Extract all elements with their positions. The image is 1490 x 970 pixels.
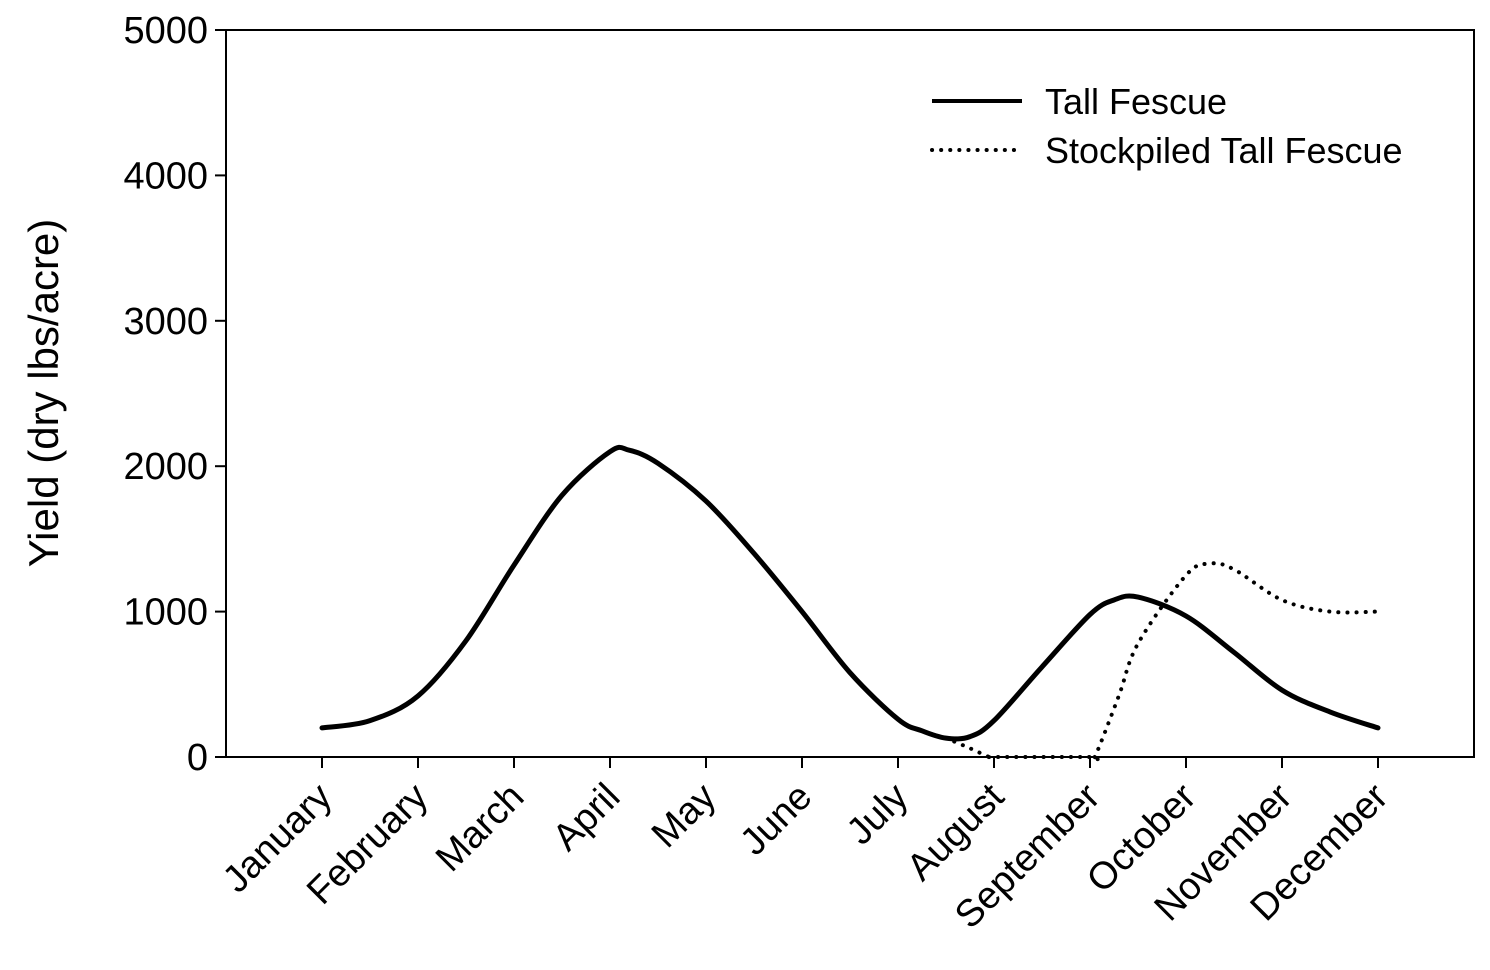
x-tick-label: April [545, 776, 628, 859]
x-tick-label: March [428, 776, 532, 880]
y-tick-label: 4000 [123, 155, 208, 197]
y-tick-label: 3000 [123, 301, 208, 343]
x-tick-label: June [732, 776, 820, 864]
legend-label: Tall Fescue [1045, 81, 1227, 122]
y-axis-title: Yield (dry lbs/acre) [20, 219, 67, 568]
series-line-tall-fescue [319, 444, 1381, 742]
y-tick-label: 5000 [123, 10, 208, 52]
y-tick-label: 2000 [123, 446, 208, 488]
x-tick-label: May [644, 776, 724, 856]
legend-label: Stockpiled Tall Fescue [1045, 130, 1403, 171]
y-tick-label: 0 [187, 737, 208, 779]
y-tick-label: 1000 [123, 592, 208, 634]
series-layer [319, 444, 1381, 764]
legend: Tall Fescue Stockpiled Tall Fescue [930, 81, 1403, 171]
series-line-stockpiled-tall-fescue [944, 561, 1380, 764]
x-tick-label: July [839, 776, 916, 853]
plot-area [225, 29, 1475, 758]
y-axis-ticks: 0 1000 2000 3000 4000 5000 [123, 10, 226, 779]
